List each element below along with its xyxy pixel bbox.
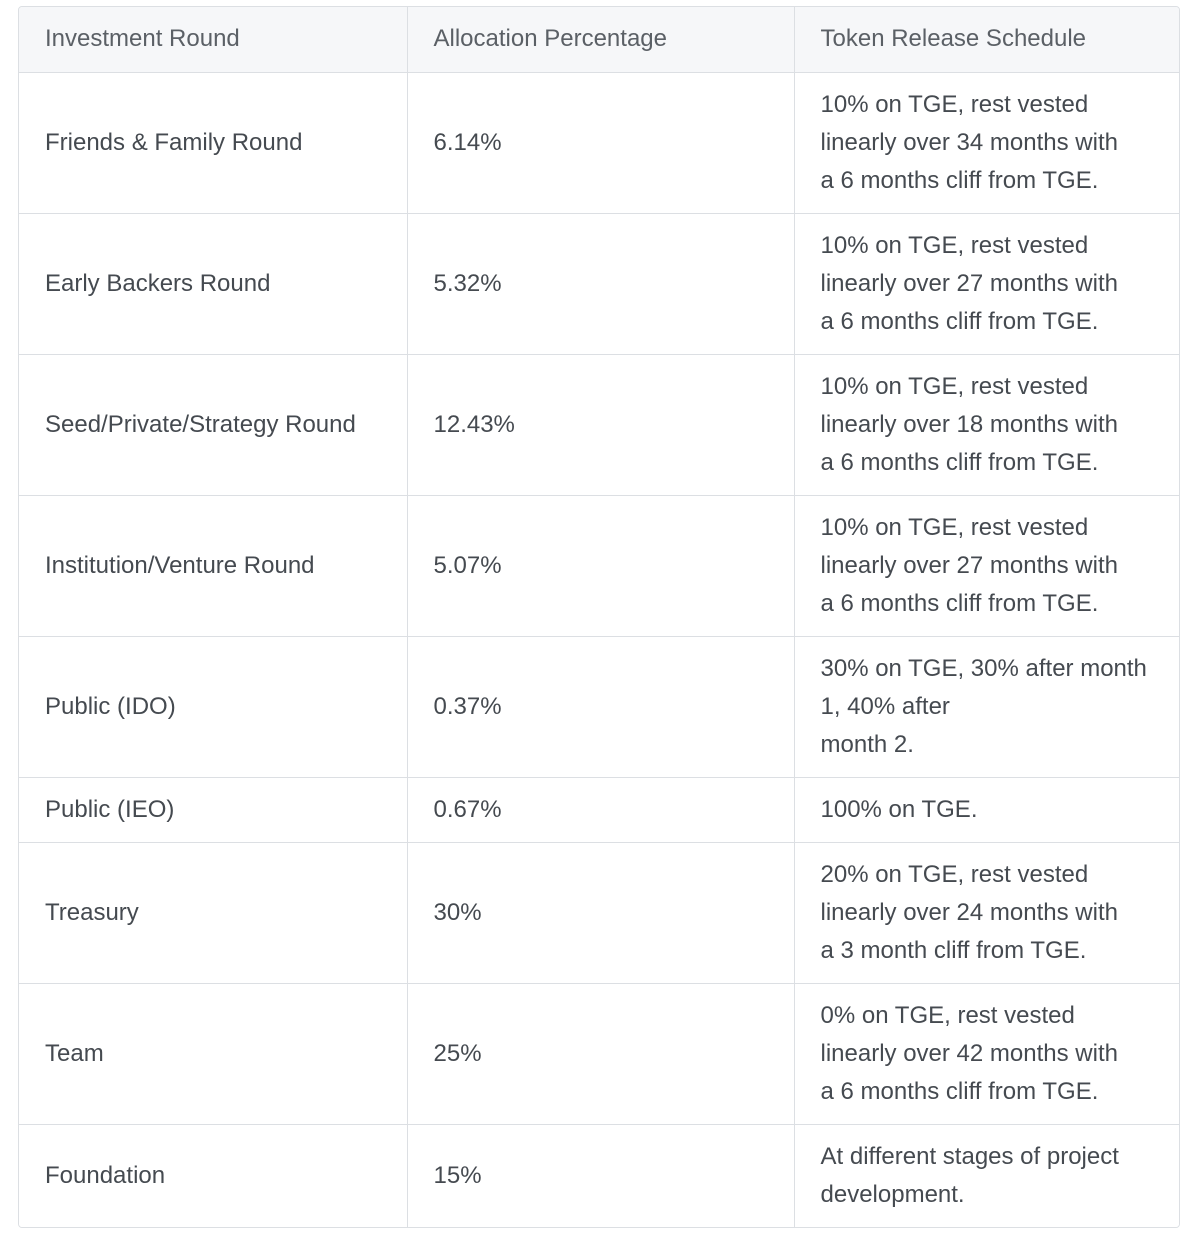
investment-round-cell: Foundation — [19, 1124, 408, 1227]
table-row: Institution/Venture Round 5.07% 10% on TGE… — [19, 495, 1179, 637]
schedule-line: a 6 months cliff from TGE. — [820, 448, 1099, 476]
schedule-line: At different stages of project — [820, 1142, 1119, 1170]
schedule-line: 20% on TGE, rest vested — [820, 860, 1089, 888]
allocation-percentage-cell: 25% — [407, 983, 795, 1125]
token-release-schedule-cell: 10% on TGE, rest vested linearly over 34 … — [794, 72, 1179, 214]
schedule-line: a 6 months cliff from TGE. — [820, 1077, 1099, 1105]
schedule-line: a 6 months cliff from TGE. — [820, 166, 1099, 194]
token-release-schedule-cell: 10% on TGE, rest vested linearly over 27 … — [794, 213, 1179, 355]
allocation-percentage-cell: 0.37% — [407, 636, 795, 778]
schedule-line: linearly over 34 months with — [820, 128, 1118, 156]
allocation-percentage-cell: 12.43% — [407, 354, 795, 496]
table-row: Early Backers Round 5.32% 10% on TGE, rest… — [19, 213, 1179, 355]
schedule-line: linearly over 27 months with — [820, 269, 1118, 297]
table-row: Foundation 15% At different stages of proj… — [19, 1124, 1179, 1227]
allocation-percentage-cell: 5.07% — [407, 495, 795, 637]
header-investment-round: Investment Round — [19, 7, 408, 73]
schedule-line: 100% on TGE. — [820, 795, 978, 823]
token-allocation-table-container: Investment Round Allocation Percentage T… — [18, 6, 1180, 1228]
header-token-release-schedule: Token Release Schedule — [794, 7, 1179, 73]
schedule-line: linearly over 27 months with — [820, 551, 1118, 579]
table-row: Team 25% 0% on TGE, rest vested linearly ov… — [19, 983, 1179, 1125]
allocation-percentage-cell: 15% — [407, 1124, 795, 1227]
allocation-percentage-cell: 5.32% — [407, 213, 795, 355]
schedule-line: linearly over 18 months with — [820, 410, 1118, 438]
schedule-line: 30% on TGE, 30% after month — [820, 654, 1147, 682]
token-allocation-table: Investment Round Allocation Percentage T… — [19, 7, 1179, 1227]
schedule-line: month 2. — [820, 730, 914, 758]
allocation-percentage-cell: 30% — [407, 842, 795, 984]
investment-round-cell: Public (IEO) — [19, 777, 408, 843]
investment-round-cell: Team — [19, 983, 408, 1125]
investment-round-cell: Treasury — [19, 842, 408, 984]
investment-round-cell: Early Backers Round — [19, 213, 408, 355]
token-release-schedule-cell: At different stages of project developmen… — [794, 1124, 1179, 1227]
token-release-schedule-cell: 10% on TGE, rest vested linearly over 18 … — [794, 354, 1179, 496]
allocation-percentage-cell: 6.14% — [407, 72, 795, 214]
schedule-line: linearly over 24 months with — [820, 898, 1118, 926]
token-release-schedule-cell: 0% on TGE, rest vested linearly over 42 m… — [794, 983, 1179, 1125]
investment-round-cell: Public (IDO) — [19, 636, 408, 778]
schedule-line: development. — [820, 1180, 965, 1208]
token-release-schedule-cell: 10% on TGE, rest vested linearly over 27 … — [794, 495, 1179, 637]
schedule-line: 10% on TGE, rest vested — [820, 513, 1089, 541]
table-row: Public (IEO) 0.67% 100% on TGE. — [19, 777, 1179, 843]
allocation-percentage-cell: 0.67% — [407, 777, 795, 843]
table-row: Public (IDO) 0.37% 30% on TGE, 30% after m… — [19, 636, 1179, 778]
investment-round-cell: Seed/Private/Strategy Round — [19, 354, 408, 496]
table-row: Friends & Family Round 6.14% 10% on TGE, r… — [19, 72, 1179, 214]
schedule-line: 1, 40% after — [820, 692, 950, 720]
investment-round-cell: Institution/Venture Round — [19, 495, 408, 637]
schedule-line: a 3 month cliff from TGE. — [820, 936, 1087, 964]
schedule-line: 10% on TGE, rest vested — [820, 372, 1089, 400]
schedule-line: 10% on TGE, rest vested — [820, 90, 1089, 118]
table-row: Treasury 30% 20% on TGE, rest vested linear… — [19, 842, 1179, 984]
token-release-schedule-cell: 100% on TGE. — [794, 777, 1179, 843]
schedule-line: a 6 months cliff from TGE. — [820, 589, 1099, 617]
table-row: Seed/Private/Strategy Round 12.43% 10% on … — [19, 354, 1179, 496]
token-release-schedule-cell: 30% on TGE, 30% after month 1, 40% after m… — [794, 636, 1179, 778]
table-header-row: Investment Round Allocation Percentage T… — [19, 7, 1179, 73]
schedule-line: a 6 months cliff from TGE. — [820, 307, 1099, 335]
schedule-line: 0% on TGE, rest vested — [820, 1001, 1075, 1029]
investment-round-cell: Friends & Family Round — [19, 72, 408, 214]
schedule-line: linearly over 42 months with — [820, 1039, 1118, 1067]
schedule-line: 10% on TGE, rest vested — [820, 231, 1089, 259]
token-release-schedule-cell: 20% on TGE, rest vested linearly over 24 … — [794, 842, 1179, 984]
header-allocation-percentage: Allocation Percentage — [407, 7, 795, 73]
